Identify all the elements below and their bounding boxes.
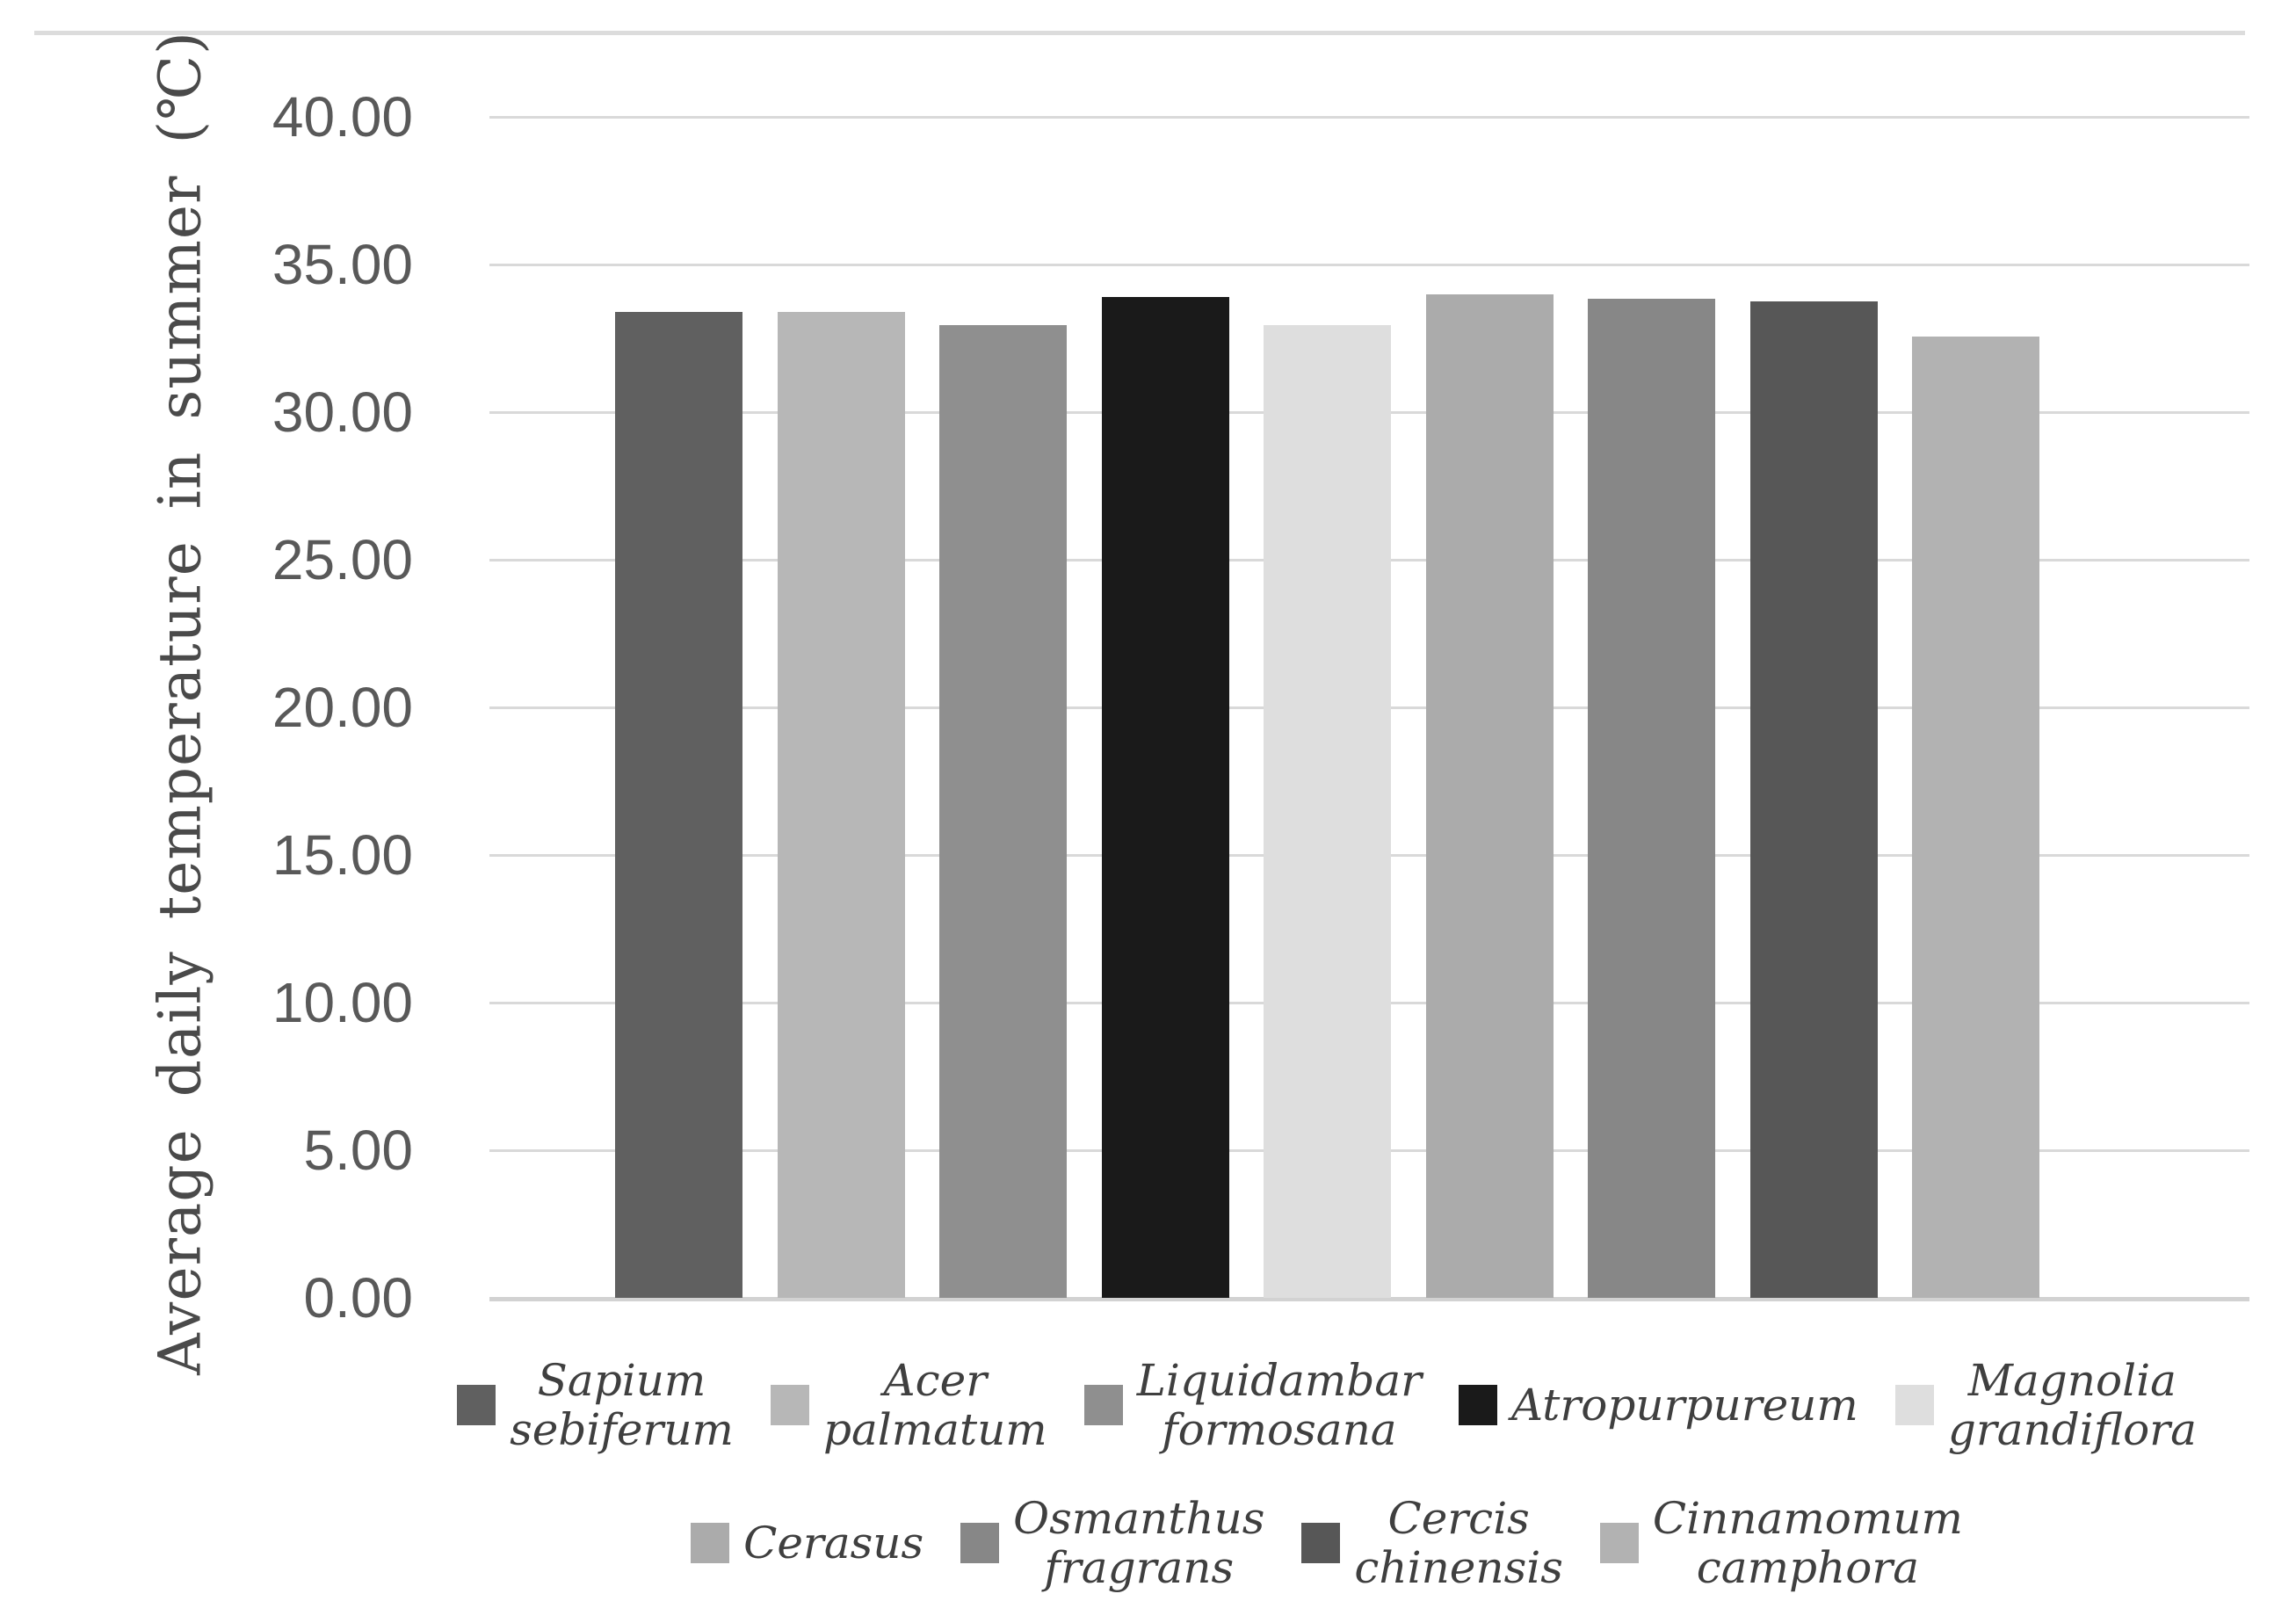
legend-item-osmanthus-fragrans: Osmanthus fragrans (960, 1494, 1264, 1592)
y-tick-label-0.00: 0.00 (303, 1266, 413, 1329)
y-tick-label-5.00: 5.00 (303, 1119, 413, 1182)
legend-row-1: Sapium sebiferum Acer palmatum Liquidambar fo… (404, 1353, 2249, 1457)
legend-label: Acer palmatum (822, 1355, 1047, 1455)
y-tick-label-10.00: 10.00 (272, 971, 413, 1034)
legend-item-cercis-chinensis: Cercis chinensis (1301, 1494, 1563, 1592)
bar-cinnamomum-camphora (1912, 337, 2039, 1298)
legend-label: Osmanthus fragrans (1013, 1493, 1265, 1593)
legend-swatch-icon (770, 1385, 809, 1425)
legend-label: Sapium sebiferum (510, 1355, 734, 1455)
y-tick-label-30.00: 30.00 (272, 380, 413, 444)
legend-item-cinnamomum-camphora: Cinnamomum camphora (1599, 1493, 1963, 1593)
legend-item-atropurpureum: Atropurpureum (1459, 1380, 1858, 1430)
bar-sapium-sebiferum (615, 312, 742, 1298)
bar-cercis-chinensis (1750, 301, 1878, 1298)
legend-swatch-icon (691, 1523, 730, 1563)
legend-swatch-icon (457, 1385, 496, 1425)
legend-swatch-icon (1083, 1385, 1123, 1425)
x-axis-line (489, 1297, 2249, 1301)
legend-swatch-icon (1459, 1385, 1498, 1425)
legend-item-sapium-sebiferum: Sapium sebiferum (457, 1356, 734, 1454)
legend-label: Atropurpureum (1511, 1380, 1858, 1431)
legend-label: Cerasus (743, 1518, 924, 1568)
legend-label: Magnolia grandiflora (1947, 1355, 2197, 1455)
y-tick-label-20.00: 20.00 (272, 676, 413, 739)
legend-swatch-icon (960, 1523, 1000, 1563)
y-gridline-35.00 (489, 264, 2249, 266)
legend-row-2: Cerasus Osmanthus fragrans Cercis chinensis C… (404, 1491, 2249, 1595)
bar-liquidambar-formosana (939, 325, 1067, 1298)
legend-label: Cercis chinensis (1354, 1493, 1563, 1593)
y-tick-label-25.00: 25.00 (272, 528, 413, 591)
bar-osmanthus-fragrans (1588, 299, 1715, 1298)
chart-top-border (34, 31, 2245, 35)
legend-item-acer-palmatum: Acer palmatum (770, 1355, 1047, 1455)
legend-item-liquidambar-formosana: Liquidambar formosana (1083, 1355, 1423, 1455)
legend-item-magnolia-grandiflora: Magnolia grandiflora (1894, 1355, 2197, 1455)
legend-item-cerasus: Cerasus (691, 1518, 923, 1568)
y-gridline-40.00 (489, 116, 2249, 119)
legend-swatch-icon (1894, 1385, 1934, 1425)
bar-cerasus (1426, 294, 1554, 1298)
bar-atropurpureum (1102, 297, 1229, 1298)
y-tick-label-15.00: 15.00 (272, 823, 413, 887)
legend-label: Cinnamomum camphora (1652, 1493, 1963, 1593)
legend-swatch-icon (1301, 1523, 1341, 1563)
legend-label: Liquidambar formosana (1136, 1355, 1423, 1455)
bar-acer-palmatum (778, 312, 905, 1298)
y-tick-label-35.00: 35.00 (272, 233, 413, 296)
legend-swatch-icon (1599, 1523, 1639, 1563)
y-tick-label-40.00: 40.00 (272, 85, 413, 149)
bar-magnolia-grandiflora (1264, 325, 1391, 1298)
